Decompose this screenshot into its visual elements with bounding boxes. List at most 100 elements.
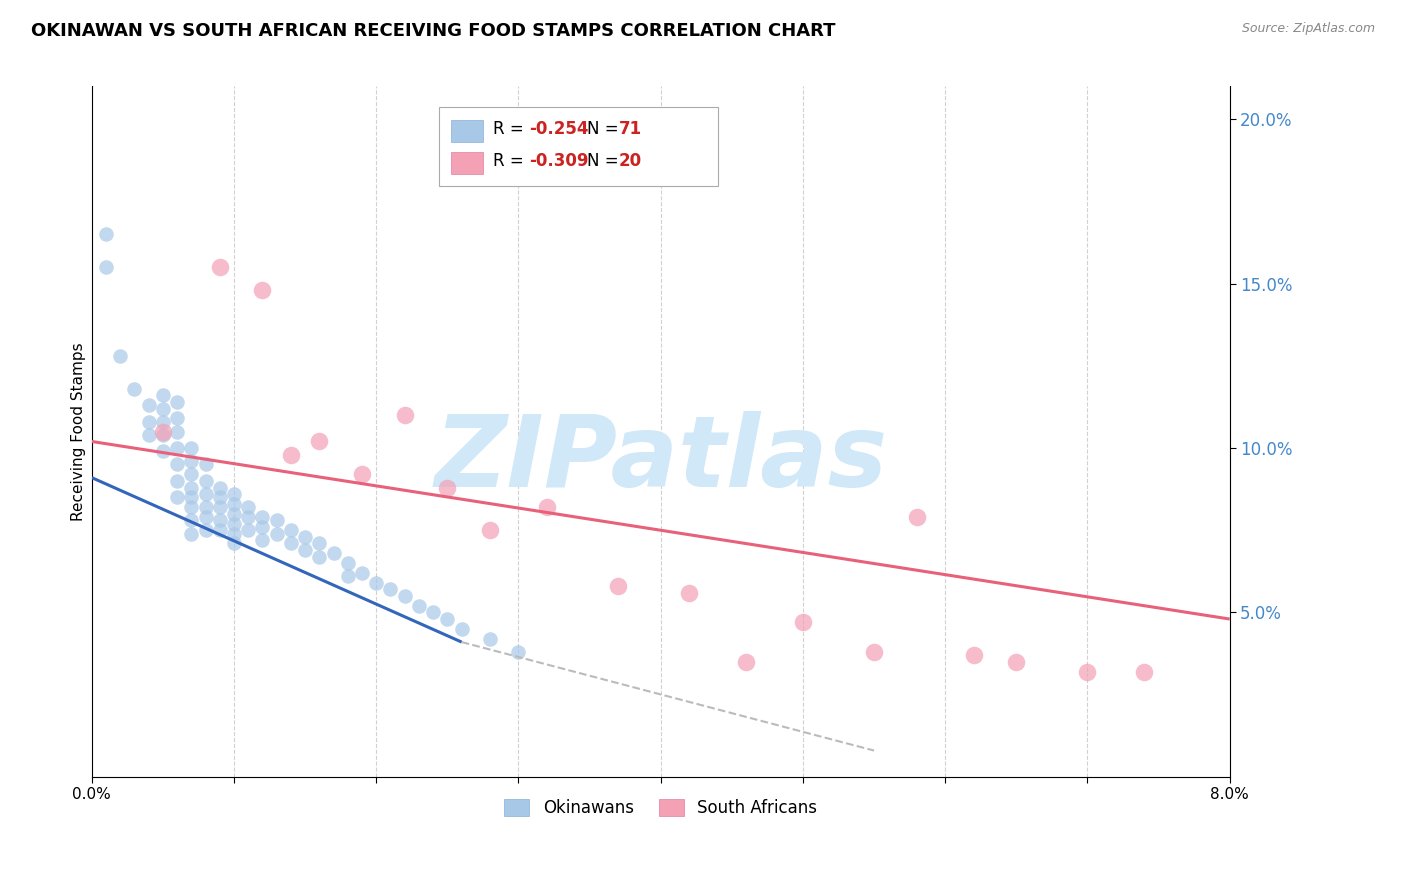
Point	[222, 497, 245, 511]
Point	[138, 415, 160, 429]
Point	[194, 523, 217, 537]
Point	[152, 401, 174, 416]
Point	[366, 575, 388, 590]
Point	[180, 513, 202, 527]
Point	[735, 655, 758, 669]
FancyBboxPatch shape	[439, 107, 717, 186]
Point	[166, 395, 188, 409]
Point	[222, 526, 245, 541]
Point	[394, 408, 416, 422]
Point	[180, 454, 202, 468]
FancyBboxPatch shape	[451, 152, 484, 174]
Point	[208, 481, 231, 495]
Point	[1076, 665, 1098, 679]
FancyBboxPatch shape	[451, 120, 484, 142]
Point	[222, 507, 245, 521]
Point	[394, 589, 416, 603]
Point	[536, 500, 558, 515]
Point	[124, 382, 146, 396]
Point	[94, 227, 117, 242]
Point	[436, 612, 458, 626]
Point	[607, 579, 630, 593]
Point	[308, 536, 330, 550]
Point	[208, 513, 231, 527]
Point	[408, 599, 430, 613]
Point	[238, 500, 260, 515]
Point	[479, 632, 502, 646]
Point	[194, 487, 217, 501]
Point	[380, 582, 402, 597]
Text: R =: R =	[494, 152, 530, 170]
Y-axis label: Receiving Food Stamps: Receiving Food Stamps	[72, 343, 86, 521]
Point	[180, 441, 202, 455]
Text: ZIPatlas: ZIPatlas	[434, 410, 887, 508]
Point	[1133, 665, 1156, 679]
Point	[208, 500, 231, 515]
Point	[436, 481, 458, 495]
Point	[238, 523, 260, 537]
Point	[322, 546, 344, 560]
Point	[152, 425, 174, 439]
Point	[350, 467, 373, 482]
Legend: Okinawans, South Africans: Okinawans, South Africans	[498, 792, 824, 824]
Point	[280, 523, 302, 537]
Point	[508, 645, 530, 659]
Point	[222, 516, 245, 531]
Point	[194, 500, 217, 515]
Point	[294, 530, 316, 544]
Point	[678, 585, 700, 599]
Point	[166, 491, 188, 505]
Point	[962, 648, 984, 663]
Point	[180, 491, 202, 505]
Point	[350, 566, 373, 580]
Point	[222, 487, 245, 501]
Point	[166, 441, 188, 455]
Point	[252, 283, 274, 297]
Point	[166, 474, 188, 488]
Point	[208, 260, 231, 275]
Point	[208, 491, 231, 505]
Point	[180, 500, 202, 515]
Point	[208, 523, 231, 537]
Point	[138, 398, 160, 412]
Point	[1005, 655, 1028, 669]
Text: -0.309: -0.309	[529, 152, 588, 170]
Text: -0.254: -0.254	[529, 120, 588, 137]
Point	[252, 520, 274, 534]
Point	[166, 458, 188, 472]
Point	[422, 606, 444, 620]
Point	[863, 645, 886, 659]
Point	[166, 411, 188, 425]
Point	[252, 533, 274, 548]
Point	[792, 615, 814, 630]
Text: Source: ZipAtlas.com: Source: ZipAtlas.com	[1241, 22, 1375, 36]
Point	[266, 513, 288, 527]
Point	[94, 260, 117, 275]
Point	[222, 536, 245, 550]
Point	[194, 510, 217, 524]
Text: N =: N =	[586, 152, 624, 170]
Point	[266, 526, 288, 541]
Text: OKINAWAN VS SOUTH AFRICAN RECEIVING FOOD STAMPS CORRELATION CHART: OKINAWAN VS SOUTH AFRICAN RECEIVING FOOD…	[31, 22, 835, 40]
Point	[110, 349, 132, 363]
Point	[336, 556, 359, 570]
Text: N =: N =	[586, 120, 624, 137]
Point	[180, 467, 202, 482]
Point	[180, 481, 202, 495]
Point	[308, 434, 330, 449]
Text: 71: 71	[619, 120, 641, 137]
Point	[479, 523, 502, 537]
Text: 20: 20	[619, 152, 641, 170]
Point	[238, 510, 260, 524]
Text: R =: R =	[494, 120, 530, 137]
Point	[336, 569, 359, 583]
Point	[294, 543, 316, 558]
Point	[905, 510, 928, 524]
Point	[280, 448, 302, 462]
Point	[166, 425, 188, 439]
Point	[308, 549, 330, 564]
Point	[252, 510, 274, 524]
Point	[138, 428, 160, 442]
Point	[194, 458, 217, 472]
Point	[280, 536, 302, 550]
